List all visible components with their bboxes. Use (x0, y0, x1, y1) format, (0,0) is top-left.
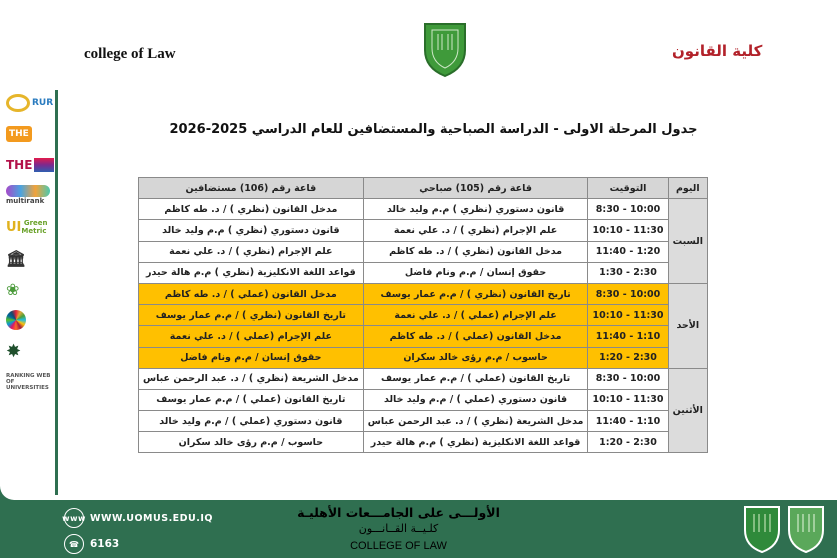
schedule-title: جدول المرحلة الاولى - الدراسة الصباحية و… (169, 122, 698, 137)
room105-cell: علم الإجرام (نظري ) / د. علي نعمة (362, 219, 589, 242)
room106-cell: قواعد اللغة الانكليزية (نظري ) م.م هالة … (138, 261, 364, 284)
table-row: 10:10 - 11:30 قانون دستوري (عملي ) / م.م … (138, 388, 708, 412)
arab-engineers-logo: ✸ (6, 340, 22, 362)
arab-universities-logo: ❀ (6, 279, 20, 299)
college-name-en: college of Law (84, 46, 176, 62)
room105-cell: قواعد اللغة الانكليزية (نظري ) م.م هالة … (362, 431, 589, 454)
day-cell: السبت (667, 198, 709, 284)
time-cell: 1:20 - 2:30 (587, 346, 669, 369)
room106-cell: حقوق إنسان / م.م ونام فاضل (138, 346, 364, 369)
room105-cell: قانون دستوري (عملي ) / م.م وليد خالد (362, 388, 589, 412)
table-row: الأحد 8:30 - 10:00 تاريخ القانون (نظري ) /… (138, 282, 709, 369)
time-cell: 10:10 - 11:30 (587, 304, 669, 327)
room105-cell: مدخل القانون (نظري ) / د. طه كاظم (362, 240, 589, 263)
room105-cell: قانون دستوري (نظري ) م.م وليد خالد (362, 198, 589, 221)
multirank-logo: multirank (6, 185, 54, 207)
time-cell: 8:30 - 10:00 (587, 367, 669, 390)
university-seal-logo-footer (788, 506, 824, 554)
room106-cell: مدخل القانون (عملي ) / د. طه كاظم (138, 282, 364, 306)
phone-icon: ☎ (64, 534, 84, 554)
room105-cell: علم الإجرام (عملي ) / د. علي نعمة (362, 304, 589, 327)
institution-building-icon: 🏛︎ (6, 248, 27, 268)
sdgs-logo (6, 309, 54, 331)
rur-logo: RUR (6, 92, 54, 114)
header-room105: قاعة رقم (105) صباحي (362, 176, 589, 200)
time-cell: 1:20 - 2:30 (587, 431, 669, 454)
time-cell: 10:10 - 11:30 (587, 219, 669, 242)
time-cell: 8:30 - 10:00 (587, 282, 669, 306)
time-cell: 10:10 - 11:30 (587, 388, 669, 412)
webometrics-logo: RANKING WEB OF UNIVERSITIES (6, 373, 51, 391)
footer-college-en: COLLEGE OF LAW (350, 540, 447, 552)
header-room106: قاعة رقم (106) مستضافين (138, 176, 364, 200)
table-row: السبت 8:30 - 10:00 قانون دستوري (نظري ) م.… (138, 198, 709, 284)
table-row: 1:30 - 2:30 حقوق إنسان / م.م ونام فاضل قوا… (138, 261, 708, 284)
day-cell: الأثنين (667, 367, 709, 454)
college-seal-logo (744, 506, 780, 554)
room106-cell: تاريخ القانون (نظري ) / م.م عمار يوسف (138, 304, 364, 327)
university-seal-logo (424, 23, 466, 78)
ui-greenmetric-logo: UI Green Metric (6, 219, 48, 235)
room106-cell: حاسوب / م.م رؤى خالد سكران (138, 431, 364, 454)
day-cell: الأحد (667, 282, 709, 369)
room106-cell: تاريخ القانون (عملي ) / م.م عمار يوسف (138, 388, 364, 412)
footer-slogan: الأولـــى على الجامـــعات الأهليـة (297, 505, 500, 520)
room106-cell: قانون دستوري (نظري ) م.م وليد خالد (138, 219, 364, 242)
room105-cell: مدخل القانون (عملي ) / د. طه كاظم (362, 325, 589, 348)
table-row: 10:10 - 11:30 علم الإجرام (نظري ) / د. عل… (138, 219, 708, 242)
ranking-logos-sidebar: RUR THE THE multirank UI Green Metric 🏛︎… (2, 92, 54, 402)
room105-cell: مدخل الشريعة (نظري ) / د. عبد الرحمن عبا… (362, 410, 589, 433)
schedule-table: اليوم التوقيت قاعة رقم (105) صباحي قاعة … (138, 176, 709, 454)
table-row: 11:40 - 1:10 مدخل الشريعة (نظري ) / د. عب… (138, 410, 708, 433)
college-name-ar: كلية القانون (672, 42, 763, 60)
time-cell: 1:30 - 2:30 (587, 261, 669, 284)
room106-cell: علم الإجرام (عملي ) / د. علي نعمة (138, 325, 364, 348)
room105-cell: تاريخ القانون (عملي ) / م.م عمار يوسف (362, 367, 589, 390)
the-impact-logo: THE (6, 154, 54, 176)
phone-number: ☎ 6163 (64, 534, 119, 554)
divider (55, 90, 58, 495)
time-cell: 11:40 - 1:20 (587, 240, 669, 263)
time-cell: 8:30 - 10:00 (587, 198, 669, 221)
table-row: 11:40 - 1:10 مدخل القانون (عملي ) / د. طه… (138, 325, 708, 348)
room106-cell: قانون دستوري (عملي ) / م.م وليد خالد (138, 410, 364, 433)
footer-college-ar: كلـيــة القــانـــون (358, 522, 439, 535)
header-time: التوقيت (587, 176, 669, 200)
table-row: الأثنين 8:30 - 10:00 تاريخ القانون (عملي )… (138, 367, 709, 454)
table-row: 1:20 - 2:30 قواعد اللغة الانكليزية (نظري … (138, 431, 708, 454)
room106-cell: مدخل الشريعة (نظري ) / د. عبد الرحمن عبا… (138, 367, 364, 390)
time-cell: 11:40 - 1:10 (587, 410, 669, 433)
globe-icon: www (62, 508, 85, 528)
table-row: 1:20 - 2:30 حاسوب / م.م رؤى خالد سكران حقو… (138, 346, 708, 369)
room105-cell: حقوق إنسان / م.م ونام فاضل (362, 261, 589, 284)
room106-cell: علم الإجرام (نظري ) / د. علي نعمة (138, 240, 364, 263)
table-header-row: اليوم التوقيت قاعة رقم (105) صباحي قاعة … (138, 176, 709, 200)
room106-cell: مدخل القانون (نظري ) / د. طه كاظم (138, 198, 364, 221)
table-row: 11:40 - 1:20 مدخل القانون (نظري ) / د. طه… (138, 240, 708, 263)
website-link[interactable]: www WWW.UOMUS.EDU.IQ (62, 508, 213, 528)
room105-cell: حاسوب / م.م رؤى خالد سكران (362, 346, 589, 369)
table-row: 10:10 - 11:30 علم الإجرام (عملي ) / د. عل… (138, 304, 708, 327)
room105-cell: تاريخ القانون (نظري ) / م.م عمار يوسف (362, 282, 589, 306)
header-day: اليوم (667, 176, 709, 200)
the-logo: THE (6, 123, 54, 145)
time-cell: 11:40 - 1:10 (587, 325, 669, 348)
